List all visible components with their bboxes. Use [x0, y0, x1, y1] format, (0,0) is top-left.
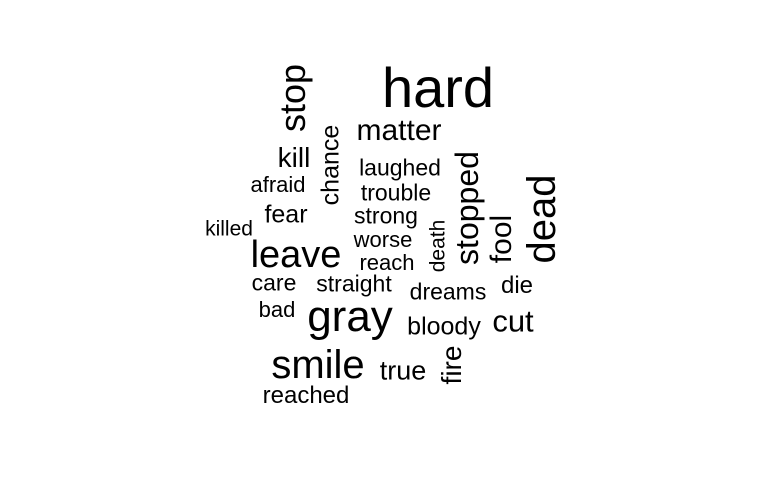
word-fear: fear: [264, 200, 308, 229]
word-straight: straight: [316, 270, 392, 297]
word-killed: killed: [205, 217, 253, 241]
word-gray: gray: [307, 292, 393, 341]
word-care: care: [251, 269, 297, 296]
word-bloody: bloody: [407, 312, 481, 341]
word-afraid: afraid: [250, 172, 306, 197]
word-strong: strong: [354, 202, 418, 229]
word-fire: fire: [436, 345, 467, 385]
word-dead: dead: [520, 174, 564, 264]
word-hard: hard: [381, 56, 495, 119]
word-death: death: [426, 219, 450, 273]
word-trouble: trouble: [360, 179, 432, 206]
word-bad: bad: [258, 297, 296, 322]
word-true: true: [379, 355, 427, 386]
word-matter: matter: [356, 114, 442, 147]
word-fool: fool: [485, 214, 518, 264]
word-smile: smile: [271, 343, 365, 387]
word-cut: cut: [492, 303, 534, 339]
word-worse: worse: [353, 227, 413, 252]
word-laughed: laughed: [359, 154, 441, 181]
word-dreams: dreams: [409, 278, 487, 305]
word-chance: chance: [316, 124, 345, 206]
word-reached: reached: [262, 382, 350, 409]
word-leave: leave: [250, 234, 342, 276]
word-die: die: [500, 272, 534, 299]
word-reach: reach: [359, 250, 415, 275]
word-stopped: stopped: [449, 151, 485, 265]
word-kill: kill: [277, 142, 311, 173]
word-stop: stop: [272, 63, 313, 133]
